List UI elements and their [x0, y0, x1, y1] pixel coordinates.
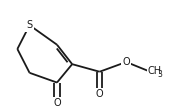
Text: O: O — [96, 89, 103, 99]
Text: O: O — [122, 57, 130, 67]
Text: O: O — [53, 98, 61, 108]
Text: 3: 3 — [157, 70, 162, 79]
Text: CH3: CH3 — [148, 66, 168, 76]
Text: S: S — [27, 20, 33, 30]
Text: CH: CH — [148, 66, 162, 76]
